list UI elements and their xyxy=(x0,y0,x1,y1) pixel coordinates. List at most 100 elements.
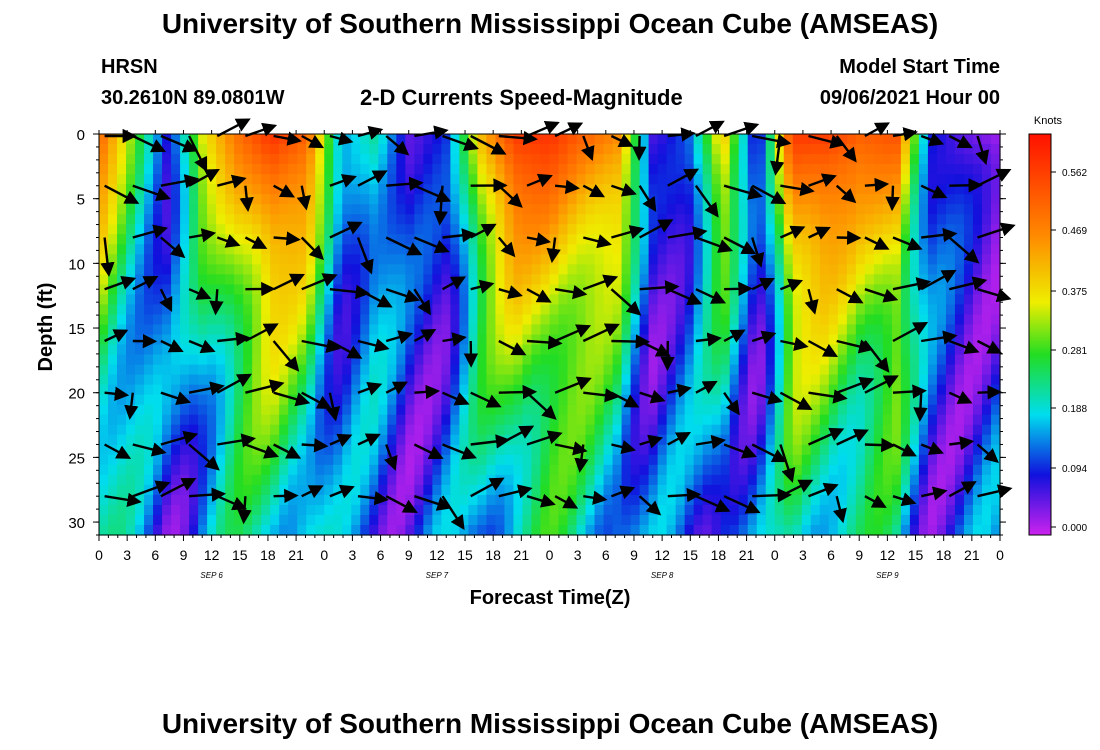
heat-cell xyxy=(216,204,226,215)
heat-cell xyxy=(648,324,659,336)
heat-cell xyxy=(405,404,415,416)
heat-cell xyxy=(567,134,578,145)
heat-cell xyxy=(180,354,190,366)
heat-cell xyxy=(297,314,307,326)
heat-cell xyxy=(756,154,767,165)
heat-cell xyxy=(927,144,938,155)
heat-cell xyxy=(414,274,424,285)
heat-cell xyxy=(900,164,911,175)
heat-cell xyxy=(981,414,992,426)
heat-cell xyxy=(171,314,181,326)
heat-cell xyxy=(738,394,749,406)
heat-cell xyxy=(378,254,388,265)
heat-cell xyxy=(936,174,947,185)
heat-cell xyxy=(432,344,442,356)
heat-cell xyxy=(702,514,713,526)
heat-cell xyxy=(540,444,551,456)
heat-cell xyxy=(117,514,127,526)
heat-cell xyxy=(531,184,542,195)
heat-cell xyxy=(306,274,316,285)
heat-cell xyxy=(216,464,226,476)
current-vector xyxy=(920,486,948,501)
x-tick-label: 18 xyxy=(711,547,727,563)
heat-cell xyxy=(657,514,668,526)
heat-cell xyxy=(918,244,929,255)
heat-cell xyxy=(819,414,830,426)
heat-cell xyxy=(171,334,181,346)
current-vector xyxy=(442,443,477,460)
x-tick-label: 0 xyxy=(546,547,554,563)
heat-cell xyxy=(279,414,289,426)
heat-cell xyxy=(144,454,154,466)
heat-cell xyxy=(846,384,857,396)
heat-cell xyxy=(783,424,794,436)
heat-cell xyxy=(486,464,497,476)
heat-cell xyxy=(396,264,406,275)
heat-cell xyxy=(495,304,506,316)
heat-cell xyxy=(621,354,632,366)
heat-cell xyxy=(387,414,397,426)
heat-cell xyxy=(738,304,749,316)
heat-cell xyxy=(585,494,596,506)
current-vector xyxy=(104,275,137,291)
heat-cell xyxy=(585,354,596,366)
heat-cell xyxy=(225,424,235,436)
heat-cell xyxy=(450,284,460,296)
heat-cell xyxy=(756,404,767,416)
heat-cell xyxy=(171,464,181,476)
heat-cell xyxy=(657,504,668,516)
current-vector xyxy=(217,433,256,448)
heat-cell xyxy=(936,464,947,476)
heat-cell xyxy=(459,164,470,175)
heat-cell xyxy=(783,334,794,346)
heat-cell xyxy=(99,324,109,336)
heat-cell xyxy=(495,174,506,185)
heat-cell xyxy=(270,394,280,406)
heat-cell xyxy=(648,454,659,466)
heat-cell xyxy=(504,424,515,436)
heat-cell xyxy=(954,424,965,436)
current-vector xyxy=(667,383,692,398)
heat-cell xyxy=(738,454,749,466)
heat-cell xyxy=(927,244,938,255)
heat-cell xyxy=(234,484,244,496)
heat-cell xyxy=(801,204,812,215)
heat-cell xyxy=(252,254,262,265)
current-vector xyxy=(780,336,809,351)
current-vector xyxy=(296,185,311,211)
heat-cell xyxy=(675,294,686,306)
heat-cell xyxy=(315,524,325,536)
heat-cell xyxy=(540,164,551,175)
heat-cell xyxy=(261,354,271,366)
heat-cell xyxy=(198,454,208,466)
heat-cell xyxy=(621,454,632,466)
heat-cell xyxy=(225,224,235,235)
heat-cell xyxy=(558,504,569,516)
heat-cell xyxy=(657,354,668,366)
heat-cell xyxy=(504,354,515,366)
heat-cell xyxy=(684,214,695,225)
heat-cell xyxy=(261,404,271,416)
heat-cell xyxy=(387,464,397,476)
heat-cell xyxy=(837,474,848,486)
heat-cell xyxy=(927,214,938,225)
heat-cell xyxy=(522,434,533,446)
current-vector xyxy=(385,381,408,395)
heat-cell xyxy=(207,134,217,145)
heat-cell xyxy=(270,434,280,446)
current-vector xyxy=(385,135,410,156)
heat-cell xyxy=(729,304,740,316)
heat-cell xyxy=(333,184,343,195)
heat-cell xyxy=(216,264,226,275)
heat-cell xyxy=(369,474,379,486)
heat-cell xyxy=(414,354,424,366)
heat-cell xyxy=(369,194,379,205)
heat-cell xyxy=(945,494,956,506)
heat-cell xyxy=(135,224,145,235)
heat-cell xyxy=(738,464,749,476)
current-vector xyxy=(554,376,592,394)
heat-cell xyxy=(171,454,181,466)
heat-cell xyxy=(414,324,424,336)
heat-cell xyxy=(720,134,731,145)
heat-cell xyxy=(765,174,776,185)
